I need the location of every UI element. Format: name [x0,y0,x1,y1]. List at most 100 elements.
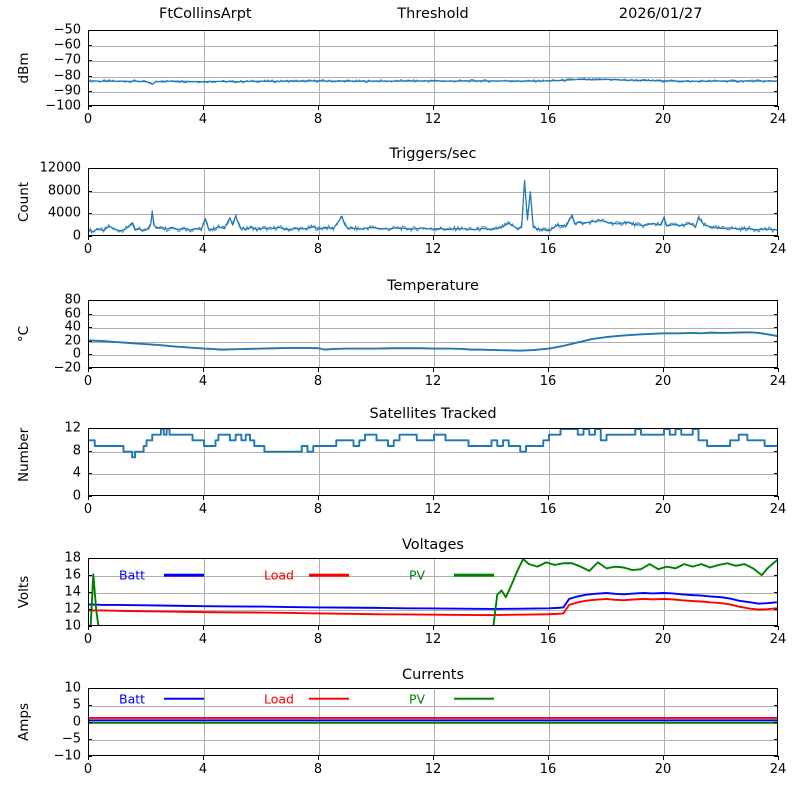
x-tick-label: 8 [313,632,323,647]
x-tick-label: 16 [539,112,557,127]
y-tick-mark [88,354,92,356]
x-tick-mark [663,236,664,240]
series-line-batt [89,592,777,610]
y-tick-label: −80 [53,68,81,84]
y-tick-mark [774,75,778,77]
y-tick-mark [88,340,92,342]
series-group-panel-5 [89,559,777,625]
x-tick-mark [318,496,319,500]
legend-label-batt[interactable]: Batt [119,567,146,583]
y-tick-label: 0 [72,346,81,362]
y-tick-mark [88,327,92,329]
y-tick-mark [774,450,778,452]
y-tick-mark [88,300,92,301]
x-tick-mark [433,236,434,240]
y-tick-label: 20 [64,333,81,349]
gridline-horizontal [89,76,777,78]
plot-area-panel-2 [88,168,778,236]
x-tick-label: 4 [198,502,208,517]
x-tick-label: 8 [313,242,323,257]
x-tick-mark [203,368,204,372]
y-tick-label: 14 [64,584,81,600]
legend-label-pv[interactable]: PV [409,567,426,583]
series-line-temperature [89,331,777,352]
y-tick-mark [88,60,92,62]
y-tick-mark [88,75,92,77]
x-tick-label: 12 [424,112,442,127]
x-tick-mark [88,236,89,240]
x-tick-label: 8 [313,502,323,517]
series-group-panel-6 [89,716,777,724]
gridline-horizontal [89,706,777,707]
y-tick-mark [88,609,92,610]
y-tick-label: 16 [64,567,81,583]
gridline-vertical [434,301,435,367]
y-axis-label-panel-6: Amps [16,703,32,741]
legend-label-load[interactable]: Load [264,567,294,583]
gridline-horizontal [89,341,777,343]
y-tick-label: 4000 [47,205,81,221]
legend-label-batt[interactable]: Batt [119,691,146,707]
x-tick-label: 16 [539,762,557,777]
gridline-horizontal [89,593,777,594]
x-tick-mark [88,756,89,760]
y-tick-mark [774,592,778,593]
y-tick-mark [88,592,92,593]
x-tick-mark [203,496,204,500]
x-tick-label: 24 [769,762,787,777]
series-group-panel-4 [89,429,777,459]
x-tick-mark [548,106,549,110]
x-tick-mark [318,368,319,372]
suptitle-date: 2026/01/27 [618,6,703,22]
y-tick-mark [88,722,92,723]
plot-area-panel-4 [88,428,778,496]
y-tick-label: 40 [64,319,81,335]
x-tick-mark [778,106,779,110]
panel-title-currents: Currents [401,667,464,683]
y-axis-label-panel-2: Count [16,181,32,222]
y-tick-mark [774,60,778,62]
gridline-horizontal [89,740,777,741]
y-tick-label: −20 [53,360,81,376]
gridline-vertical [204,31,205,105]
x-tick-label: 8 [313,374,323,389]
x-tick-mark [778,368,779,372]
x-tick-mark [433,626,434,630]
y-tick-mark [774,705,778,706]
panel-title-voltages: Voltages [402,537,464,553]
y-tick-mark [774,300,778,301]
y-tick-mark [774,428,778,429]
x-tick-label: 4 [198,374,208,389]
series-noise-overlay [89,183,777,235]
x-tick-mark [203,756,204,760]
y-tick-mark [88,428,92,429]
legend-label-load[interactable]: Load [264,691,294,707]
y-tick-label: −10 [53,748,81,764]
x-tick-label: 16 [539,632,557,647]
x-tick-mark [548,626,549,630]
x-tick-mark [318,756,319,760]
y-tick-label: 8 [72,443,81,459]
gridline-vertical [319,559,320,625]
x-tick-label: 12 [424,502,442,517]
legend-label-pv[interactable]: PV [409,691,426,707]
y-tick-mark [774,354,778,356]
y-tick-mark [774,558,778,559]
y-tick-mark [774,626,778,627]
y-tick-label: 12000 [39,160,81,176]
panel-title-satellites-tracked: Satellites Tracked [369,406,497,422]
panel-title-triggers-sec: Triggers/sec [389,146,477,162]
y-tick-mark [774,45,778,47]
y-tick-mark [774,756,778,757]
y-tick-mark [774,739,778,740]
gridline-vertical [664,559,665,625]
x-tick-label: 20 [654,242,672,257]
gridline-horizontal [89,214,777,216]
x-tick-mark [663,756,664,760]
gridline-vertical [549,301,550,367]
legend-line-pv [454,574,494,577]
x-tick-mark [318,106,319,110]
y-axis-label-panel-3: °C [16,325,32,343]
gridline-horizontal [89,610,777,611]
x-tick-label: 12 [424,762,442,777]
